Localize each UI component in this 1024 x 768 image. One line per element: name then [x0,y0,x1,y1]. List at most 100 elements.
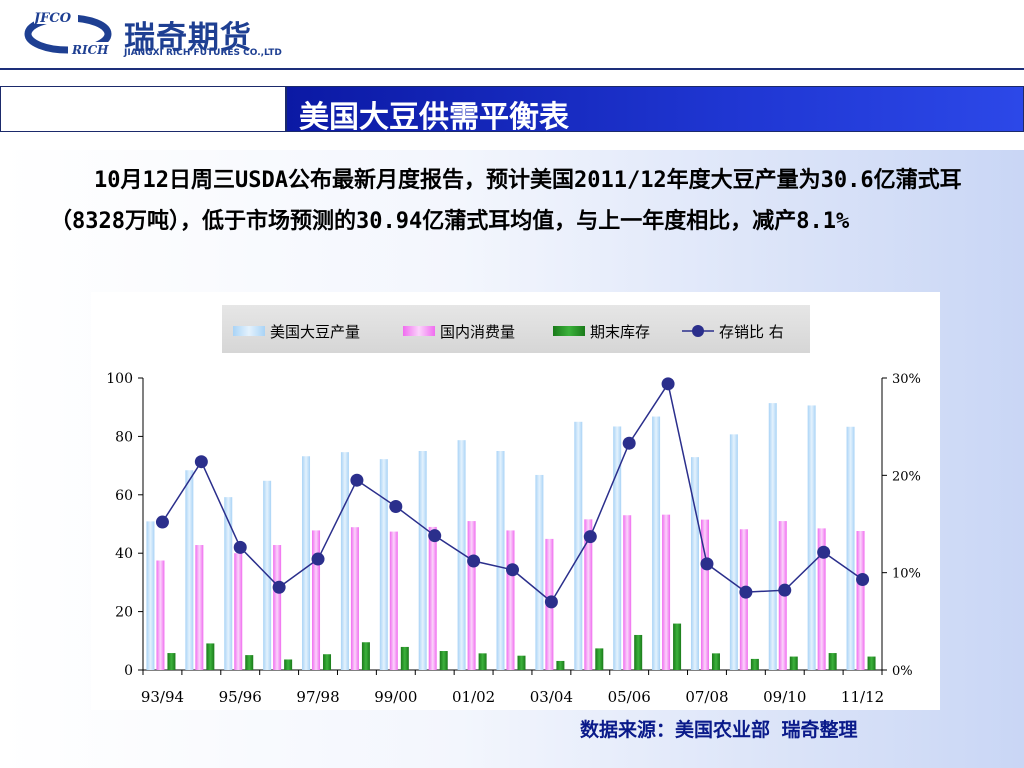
y-right-tick-label: 10% [892,567,921,582]
bar-production [418,451,427,670]
ratio-point [583,530,597,544]
bar-ending-stocks [167,653,176,670]
bar-production [146,521,155,670]
legend-consumption-swatch [403,326,435,336]
bar-production [807,405,816,670]
bar-consumption [428,526,437,670]
ratio-point [350,473,364,487]
ratio-point [778,583,792,597]
bar-ending-stocks [711,653,720,670]
page-title: 美国大豆供需平衡表 [299,100,569,135]
bar-production [340,452,349,670]
bar-consumption [156,560,165,670]
y-left-tick-label: 80 [115,429,133,445]
ratio-point [194,455,208,469]
logo-name-en: JIANGXI RICH FUTURES CO.,LTD [124,48,282,58]
bar-consumption [273,545,282,670]
chart-panel [91,292,940,710]
bar-consumption [506,530,515,670]
bar-production [496,451,505,670]
bar-ending-stocks [439,651,448,670]
bar-ending-stocks [867,656,876,670]
x-tick-label: 07/08 [685,688,728,706]
x-tick-label: 99/00 [374,688,417,706]
bar-production [457,440,466,670]
bar-production [768,403,777,670]
header: JFCO RICH 瑞奇期货 JIANGXI RICH FUTURES CO.,… [0,0,1024,68]
bar-production [846,426,855,670]
bar-ending-stocks [673,623,682,670]
ratio-point [817,545,831,559]
bar-production [224,497,233,670]
y-left-tick-label: 60 [115,488,133,504]
bar-consumption [662,514,671,670]
bar-ending-stocks [361,642,370,670]
y-left-tick-label: 100 [106,371,133,387]
legend-ratio-marker [692,325,704,337]
legend-production-label: 美国大豆产量 [270,323,360,341]
y-left-tick-label: 40 [115,546,133,562]
x-tick-label: 97/98 [296,688,339,706]
ratio-point [155,515,169,529]
legend-production-swatch [233,326,265,336]
bar-ending-stocks [284,659,293,670]
bar-production [690,457,699,670]
x-tick-label: 05/06 [608,688,651,706]
ratio-point [661,377,675,391]
company-logo: JFCO RICH 瑞奇期货 JIANGXI RICH FUTURES CO.,… [24,6,282,58]
ratio-point [272,580,286,594]
ratio-point [856,572,870,586]
chart-legend-box [222,305,810,353]
header-divider [0,68,1024,70]
ratio-point [311,552,325,566]
bar-production [185,470,194,670]
bar-ending-stocks [828,653,837,670]
bar-ending-stocks [400,646,409,670]
summary-paragraph: 10月12日周三USDA公布最新月度报告，预计美国2011/12年度大豆产量为3… [50,168,962,234]
bar-consumption [817,528,826,670]
title-left-box [0,86,286,132]
bar-consumption [389,531,398,670]
ratio-point [467,554,481,568]
legend-consumption-label: 国内消费量 [440,323,515,341]
ratio-point [233,540,247,554]
y-right-tick-label: 20% [892,469,921,484]
bar-ending-stocks [206,643,215,670]
bar-production [379,459,388,670]
x-tick-label: 95/96 [219,688,262,706]
bar-production [652,416,661,670]
bar-production [535,474,544,670]
ratio-point [544,595,558,609]
y-right-tick-label: 0% [892,664,913,679]
bar-ending-stocks [323,654,332,670]
bar-consumption [739,529,748,670]
ratio-point [739,585,753,599]
bar-production [729,434,738,670]
bar-consumption [856,531,865,670]
ratio-point [428,529,442,543]
bar-production [302,456,311,670]
bar-ending-stocks [789,656,798,670]
x-tick-label: 93/94 [141,688,184,706]
bar-consumption [234,553,243,670]
bar-consumption [623,515,632,670]
bar-production [613,426,622,670]
ratio-point [700,557,714,571]
bar-consumption [584,519,593,670]
bar-consumption [195,545,204,670]
legend-ending-stocks-swatch [553,326,585,336]
bar-ending-stocks [245,655,254,670]
bar-ending-stocks [634,634,643,670]
ratio-point [506,563,519,577]
y-left-tick-label: 0 [124,663,133,679]
bar-ending-stocks [595,648,604,670]
bar-ending-stocks [750,658,759,670]
x-tick-label: 03/04 [530,688,573,706]
bar-consumption [467,521,476,670]
bar-production [574,421,583,670]
title-bar: 美国大豆供需平衡表 [0,86,1024,135]
logo-swoosh-icon: JFCO RICH [24,10,114,57]
bar-consumption [700,519,709,670]
x-tick-label: 09/10 [763,688,806,706]
